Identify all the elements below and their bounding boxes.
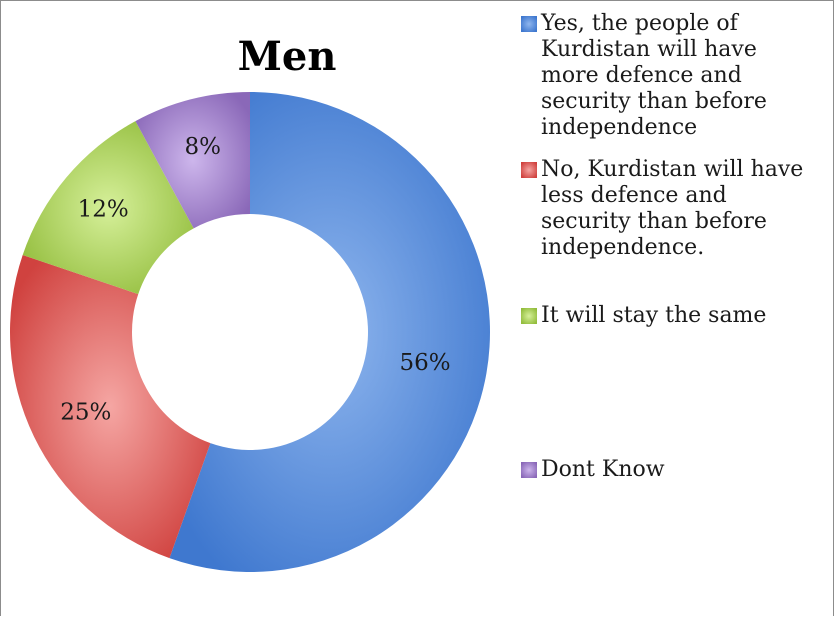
- donut-slice: [22, 121, 194, 295]
- legend-label: security than before: [541, 89, 767, 114]
- legend-swatch: [521, 308, 537, 324]
- legend-label: It will stay the same: [541, 303, 766, 328]
- donut-slice: [135, 92, 250, 229]
- legend-swatch: [521, 16, 537, 32]
- legend-label: Kurdistan will have: [541, 37, 757, 62]
- slice-value-label: 8%: [184, 134, 221, 160]
- legend-swatch: [521, 162, 537, 178]
- legend-label: less defence and: [541, 183, 727, 208]
- chart-title: Men: [238, 33, 337, 80]
- donut-slices: [9, 92, 490, 572]
- legend-label: Dont Know: [541, 457, 665, 482]
- donut-slice: [169, 92, 490, 572]
- legend-swatch: [521, 462, 537, 478]
- legend-label: Yes, the people of: [540, 11, 740, 36]
- donut-slice: [9, 255, 211, 559]
- slice-labels: 56% 25% 12% 8%: [60, 134, 450, 426]
- legend-label: independence: [541, 115, 697, 140]
- legend-label: more defence and: [541, 63, 742, 88]
- legend-label: No, Kurdistan will have: [541, 157, 803, 182]
- legend-label: security than before: [541, 209, 767, 234]
- slice-value-label: 12%: [78, 196, 129, 222]
- legend-label: independence.: [541, 235, 704, 260]
- slice-value-label: 56%: [399, 350, 450, 376]
- slice-value-label: 25%: [60, 400, 111, 426]
